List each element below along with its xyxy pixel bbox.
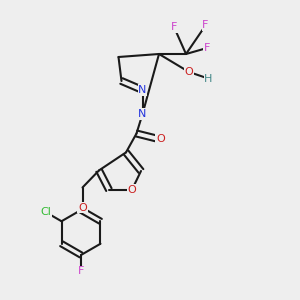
Text: N: N xyxy=(138,109,147,119)
Text: O: O xyxy=(184,67,194,77)
Text: Cl: Cl xyxy=(40,207,51,217)
Text: F: F xyxy=(78,266,84,277)
Text: O: O xyxy=(128,184,136,195)
Text: O: O xyxy=(156,134,165,145)
Text: N: N xyxy=(138,85,147,95)
Text: F: F xyxy=(204,43,210,53)
Text: H: H xyxy=(204,74,213,84)
Text: F: F xyxy=(202,20,209,31)
Text: F: F xyxy=(171,22,177,32)
Text: O: O xyxy=(78,202,87,213)
